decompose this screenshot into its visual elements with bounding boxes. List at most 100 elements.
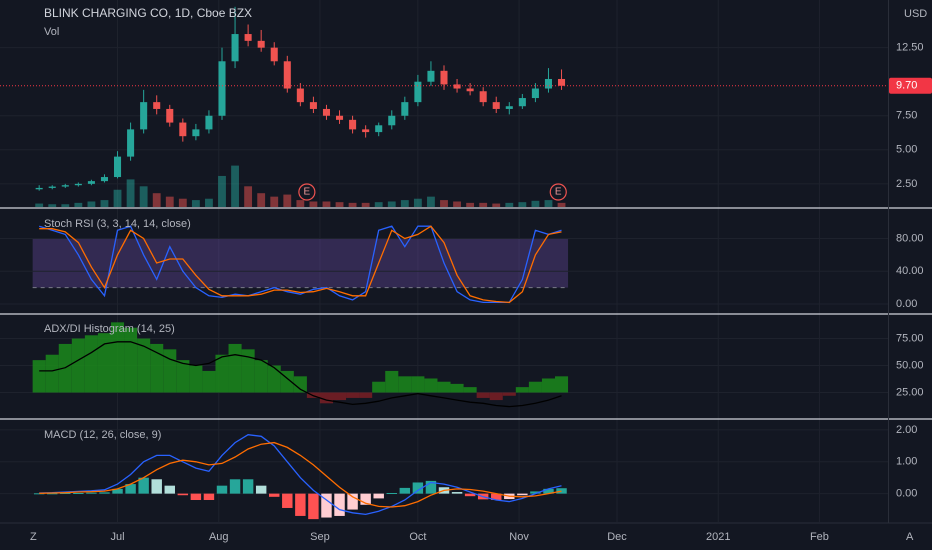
candle-body [362,129,370,133]
candle-body [440,70,448,85]
volume-bar [257,193,266,207]
macd-histogram-bar [138,477,149,494]
candle-body [388,115,396,126]
histogram-bar [71,338,85,393]
macd-histogram-bar [47,493,58,495]
candle-body [492,102,500,109]
histogram-bar [372,381,386,393]
candle-body [140,102,148,130]
macd-histogram-bar [73,492,84,494]
candle-body [518,98,526,107]
x-tick-label: Jul [110,531,124,543]
histogram-bar [267,365,281,393]
candle-body [414,81,422,103]
x-tick-label: Aug [209,531,229,543]
macd-histogram-bar [203,493,215,501]
histogram-bar [346,392,360,398]
macd-histogram-bar [530,491,541,494]
macd-histogram-bar [216,485,228,494]
volume-bar [126,179,135,207]
series-line [39,441,562,508]
y-tick-label: 5.00 [896,144,917,156]
series-line [39,225,562,304]
volume-bar [557,202,566,207]
macd-histogram-bar [177,493,189,496]
chart-title: BLINK CHARGING CO, 1D, Cboe BZX [44,6,252,20]
candle-body [401,102,409,116]
histogram-bar [476,392,490,398]
histogram-bar [111,322,125,393]
band-fill [32,238,569,288]
volume-bar [466,202,475,207]
volume-bar [531,200,540,207]
x-tick-label: Oct [409,531,426,543]
histogram-bar [333,392,347,401]
candle-body [61,185,69,187]
histogram-bar [137,338,151,393]
volume-bar [61,204,70,207]
histogram-bar [189,365,203,393]
histogram-bar [202,370,216,393]
macd-histogram-bar [360,493,371,505]
candle-body [544,78,552,89]
timezone-button[interactable]: Z [30,531,37,543]
candle-body [349,119,357,130]
volume-bar [505,202,514,207]
macd-histogram-bar [242,479,254,494]
candle-body [114,156,122,178]
macd-histogram-bar [556,488,567,494]
candle-body [257,40,265,48]
volume-bar [296,200,305,207]
x-tick-label: Dec [607,531,627,543]
earnings-label: E [304,187,311,198]
candle-body [87,181,95,184]
histogram-bar [359,392,373,398]
macd-histogram-bar [321,493,332,518]
candle-body [74,183,82,186]
macd-histogram-bar [190,493,202,501]
adx-line [39,341,562,408]
volume-bar [244,186,253,207]
macd-histogram-bar [491,493,502,501]
series-line [39,434,562,516]
volume-bar [361,202,370,207]
volume-bar [427,196,435,207]
macd-histogram-bar [269,493,280,497]
macd-histogram-bar [464,493,476,497]
volume-bar [335,202,344,207]
histogram-bar [489,392,503,401]
histogram-bar [515,387,529,393]
candle-body [453,84,461,89]
auto-scale-button[interactable]: A [906,531,914,543]
candle-body [309,102,317,109]
y-tick-label: 40.00 [896,265,924,277]
candle-body [558,78,566,86]
volume-bar [322,201,331,207]
candle-body [479,91,487,103]
histogram-bar [385,370,399,393]
x-tick-label: 2021 [706,531,730,543]
volume-bar [113,189,122,207]
y-tick-label: 0.00 [896,488,917,500]
histogram-bar [254,360,268,393]
macd-histogram-bar [255,485,267,494]
candle-body [153,102,161,109]
volume-bar [205,198,213,207]
volume-bar [413,198,422,207]
currency[interactable]: USD [904,8,927,20]
candle-body [231,34,239,62]
macd-histogram-bar [451,492,463,494]
last-price-tag [889,77,932,94]
macd-histogram-bar [33,493,45,495]
candle-body [192,129,200,137]
volume-bar [387,201,396,207]
macd-histogram-bar [164,485,175,494]
candle-body [427,70,435,82]
candle-body [205,115,213,130]
histogram-bar [163,349,177,393]
candle-body [166,108,174,123]
macd-histogram-bar [412,482,424,494]
candle-body [244,34,252,41]
pane-title: ADX/DI Histogram (14, 25) [44,323,175,335]
